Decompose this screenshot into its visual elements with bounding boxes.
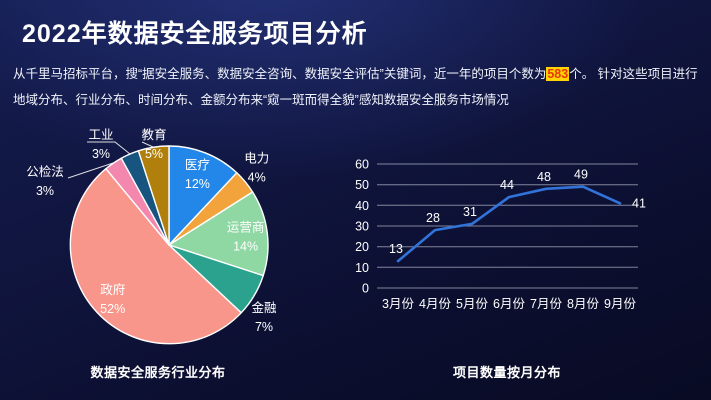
pie-chart: 医疗 12% 电力 4% 运营商 14% 金融 7% 政府 52% 公检法 3% 工业 3% 教育 5% bbox=[26, 127, 277, 345]
pie-slice-label-name: 电力 bbox=[244, 151, 269, 165]
pie-slice-label-value: 4% bbox=[248, 170, 266, 184]
data-label: 31 bbox=[463, 205, 477, 219]
line-series bbox=[396, 185, 622, 263]
pie-slice-label-value: 7% bbox=[255, 320, 273, 334]
data-label: 44 bbox=[500, 178, 514, 192]
y-axis-tick-label: 60 bbox=[355, 158, 369, 172]
y-axis-tick-label: 10 bbox=[355, 261, 369, 275]
y-axis-tick-label: 20 bbox=[355, 240, 369, 254]
page-title: 2022年数据安全服务项目分析 bbox=[22, 20, 368, 48]
intro-paragraph: 从千里马招标平台，搜“据安全服务、数据安全咨询、数据安全评估”关键词，近一年的项… bbox=[13, 62, 705, 113]
pie-slice-label-value: 3% bbox=[92, 147, 110, 161]
pie-slice-label-name: 工业 bbox=[88, 128, 113, 142]
line-chart-caption: 项目数量按月分布 bbox=[452, 365, 561, 380]
data-label: 48 bbox=[537, 170, 551, 184]
pie-slice bbox=[69, 168, 242, 345]
pie-label-leader-line bbox=[87, 141, 131, 155]
x-axis-tick-label: 5月份 bbox=[456, 297, 488, 311]
x-axis-tick-label: 6月份 bbox=[493, 297, 525, 311]
data-label: 41 bbox=[632, 196, 646, 210]
highlight-count: 583 bbox=[546, 67, 570, 81]
pie-chart-caption: 数据安全服务行业分布 bbox=[90, 365, 226, 380]
pie-slice-label-name: 公检法 bbox=[26, 164, 64, 179]
pie-slice bbox=[168, 145, 238, 246]
pie-slice-label-name: 医疗 bbox=[185, 158, 210, 172]
data-label: 13 bbox=[389, 242, 403, 256]
pie-slice-label-name: 金融 bbox=[251, 300, 277, 315]
x-axis-tick-label: 3月份 bbox=[382, 297, 414, 311]
pie-slice-label-value: 14% bbox=[233, 239, 258, 253]
pie-slice bbox=[168, 191, 269, 277]
pie-slice-label-value: 52% bbox=[100, 302, 125, 316]
x-axis-tick-label: 8月份 bbox=[567, 297, 599, 311]
pie-slice-label-name: 政府 bbox=[100, 282, 125, 297]
pie-slice bbox=[137, 145, 170, 246]
pie-slice-label-value: 3% bbox=[36, 184, 54, 198]
pie-slice-label-value: 12% bbox=[185, 177, 210, 191]
pie-slice-label-name: 教育 bbox=[141, 127, 166, 142]
x-axis-tick-label: 7月份 bbox=[530, 297, 562, 311]
y-axis-tick-label: 0 bbox=[362, 282, 369, 296]
x-axis-tick-label: 9月份 bbox=[604, 297, 636, 311]
data-label: 49 bbox=[574, 168, 588, 182]
intro-text-part2: 个。 针对这些项目进行地域分布、行业分布、时间分布、金额分布来“窥一斑而得全貌”… bbox=[13, 67, 698, 107]
pie-label-leader-line bbox=[67, 162, 114, 179]
pie-slice-label-name: 运营商 bbox=[227, 219, 265, 234]
data-label: 28 bbox=[426, 211, 440, 225]
intro-text-part1: 从千里马招标平台，搜“据安全服务、数据安全咨询、数据安全评估”关键词，近一年的项… bbox=[13, 67, 547, 81]
y-axis-tick-label: 40 bbox=[355, 199, 369, 213]
y-axis-tick-label: 30 bbox=[355, 220, 369, 234]
x-axis-tick-label: 4月份 bbox=[419, 297, 451, 311]
y-axis-tick-label: 50 bbox=[355, 178, 369, 192]
line-chart: 0 10 20 30 40 50 60 3月份 4月份 5月份 6月份 7月份 8月份 9月份 13 28 31… bbox=[355, 158, 646, 312]
pie-slice-label-value: 5% bbox=[145, 147, 163, 161]
pie-label-leader-line bbox=[141, 141, 154, 148]
